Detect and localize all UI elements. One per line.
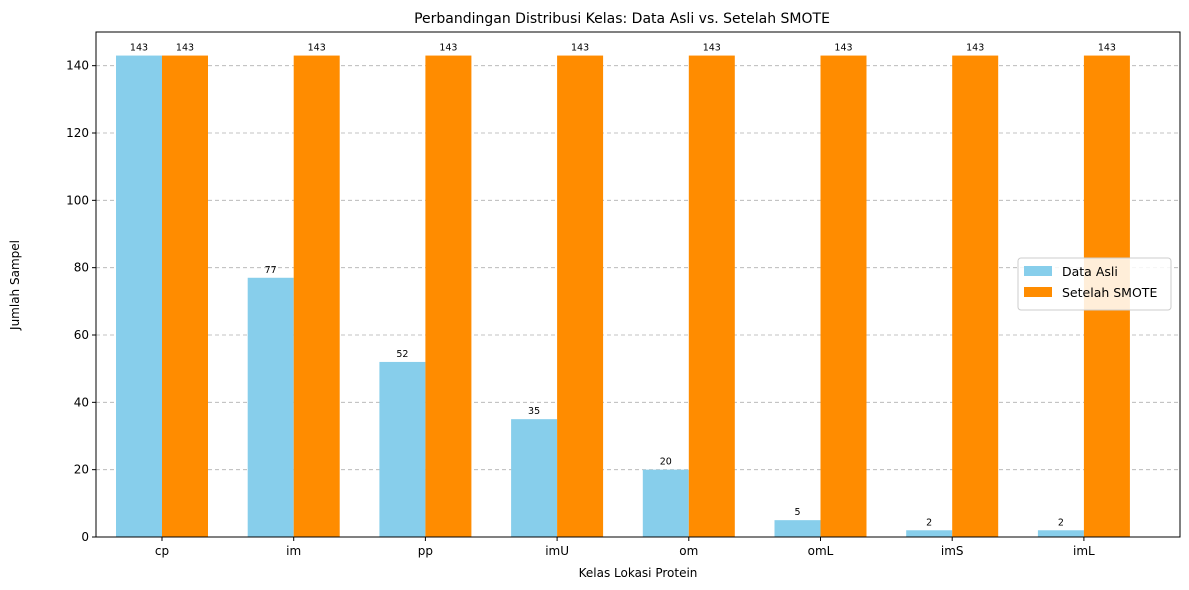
y-tick-label: 120 [66,126,89,140]
plot-frame [95,31,1181,538]
x-tick-label: cp [155,544,169,558]
bar-data-asli-om [642,469,689,537]
x-tick-label: imS [941,544,964,558]
bar-value-label: 77 [265,265,277,276]
legend-label: Data Asli [1062,264,1118,279]
x-tick-label: pp [418,544,433,558]
bar-value-label: 2 [1058,517,1064,528]
bar-value-label: 20 [660,457,672,468]
bar-value-label: 143 [834,43,852,54]
y-tick-label: 0 [81,530,89,544]
bar-value-label: 143 [308,43,326,54]
legend-label: Setelah SMOTE [1062,285,1157,300]
legend-swatch [1024,287,1052,297]
bar-setelah-smote-pp [425,55,472,538]
x-axis: cp im pp imU om omL imS imL [155,537,1095,558]
x-tick-label: imL [1073,544,1095,558]
y-tick-label: 100 [66,193,89,207]
y-tick-label: 140 [66,59,89,73]
y-tick-label: 20 [74,463,89,477]
bar-value-label: 143 [439,43,457,54]
bar-data-asli-cp [116,55,162,538]
y-tick-label: 80 [74,261,89,275]
bar-data-asli-imL [1037,530,1084,537]
x-axis-label: Kelas Lokasi Protein [579,566,698,580]
bar-value-label: 143 [571,43,589,54]
bar-value-label: 52 [396,349,408,360]
bar-setelah-smote-im [293,55,340,538]
bar-value-label: 143 [966,43,984,54]
bar-value-label: 143 [1098,43,1116,54]
legend-box [1017,257,1172,311]
gridlines [96,65,1180,471]
y-axis-label: Jumlah Sampel [8,240,22,331]
legend: Data Asli Setelah SMOTE [1017,257,1172,311]
y-tick-label: 40 [74,395,89,409]
x-tick-label: om [679,544,698,558]
data-labels: 143 143 77 143 52 143 35 143 20 143 5 143 2 143 2 143 [130,43,1116,529]
bar-value-label: 143 [130,43,148,54]
bar-value-label: 2 [926,517,932,528]
bar-setelah-smote-om [688,55,735,538]
bar-data-asli-im [247,277,294,537]
bar-data-asli-imU [511,419,558,537]
bar-setelah-smote-cp [162,55,208,538]
legend-swatch [1024,266,1052,276]
bar-data-asli-omL [774,520,821,537]
bar-setelah-smote-omL [820,55,867,538]
x-tick-label: imU [545,544,569,558]
bar-value-label: 35 [528,406,540,417]
bars [116,55,1130,538]
bar-value-label: 143 [176,43,194,54]
x-tick-label: omL [808,544,834,558]
bar-data-asli-imS [906,530,953,537]
bar-setelah-smote-imU [557,55,604,538]
chart-title: Perbandingan Distribusi Kelas: Data Asli… [414,11,830,27]
bar-data-asli-pp [379,361,426,537]
y-tick-label: 60 [74,328,89,342]
bar-value-label: 143 [703,43,721,54]
bar-setelah-smote-imS [952,55,999,538]
x-tick-label: im [286,544,301,558]
bar-value-label: 5 [794,507,800,518]
y-axis: 0 20 40 60 80 100 120 140 [66,59,96,544]
